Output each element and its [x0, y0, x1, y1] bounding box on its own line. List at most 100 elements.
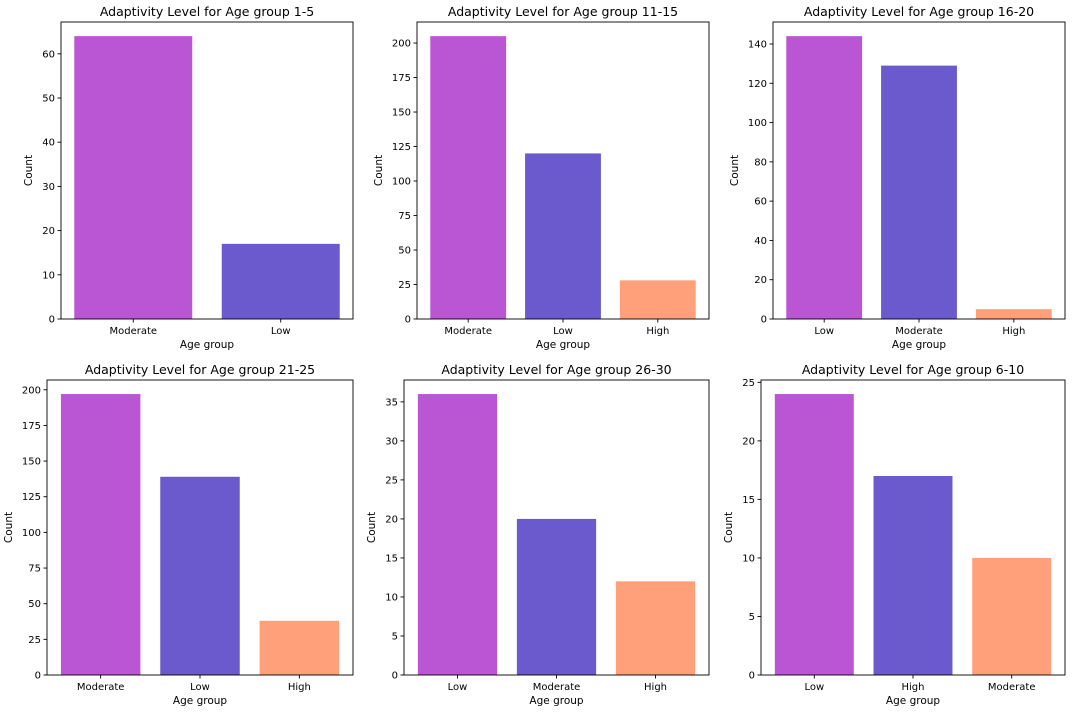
y-tick-label: 120 [748, 79, 767, 90]
x-axis-label: Age group [180, 339, 234, 351]
subplot-5: 0 5 10 15 20 25 30 35 Low Moderate High Adaptivity … [366, 362, 710, 707]
x-tick-label: High [902, 682, 925, 693]
subplot-title: Adaptivity Level for Age group 26-30 [441, 362, 671, 377]
subplot-title: Adaptivity Level for Age group 21-25 [85, 362, 315, 377]
y-tick-label: 100 [748, 118, 767, 129]
y-tick-label: 0 [49, 315, 55, 326]
x-tick-label: Moderate [77, 682, 125, 693]
bar-high [975, 309, 1052, 319]
bar-moderate [881, 65, 957, 319]
y-tick-label: 50 [28, 599, 41, 610]
bar-high [615, 581, 696, 675]
y-tick-label: 40 [42, 138, 55, 149]
x-tick-label: Moderate [533, 682, 581, 693]
y-tick-label: 125 [22, 492, 41, 503]
y-tick-label: 5 [392, 631, 398, 642]
bar-moderate [430, 36, 507, 320]
y-axis-label: Count [23, 155, 35, 186]
x-tick-label: High [644, 682, 667, 693]
bar-moderate [516, 518, 597, 675]
y-tick-label: 30 [385, 436, 398, 447]
x-tick-label: Low [448, 682, 468, 693]
y-axis-label: Count [366, 512, 378, 543]
x-tick-label: Low [271, 326, 291, 337]
x-tick-label: High [646, 326, 669, 337]
axes-frame [60, 21, 354, 320]
x-axis-label: Age group [536, 339, 590, 351]
y-tick-label: 60 [754, 197, 767, 208]
bar-low [525, 153, 601, 319]
y-tick-label: 125 [392, 142, 411, 153]
subplot-title: Adaptivity Level for Age group 16-20 [804, 4, 1034, 19]
y-tick-label: 175 [22, 421, 41, 432]
y-tick-label: 5 [749, 612, 755, 623]
x-tick-label: High [1002, 326, 1025, 337]
y-tick-label: 30 [42, 182, 55, 193]
y-axis-label: Count [723, 512, 735, 543]
bar-low [417, 394, 498, 675]
x-tick-label: Moderate [988, 682, 1036, 693]
y-tick-label: 10 [742, 553, 755, 564]
bar-low [221, 243, 340, 319]
y-tick-label: 50 [398, 246, 411, 257]
y-tick-label: 25 [385, 475, 398, 486]
subplot-1: 0 10 20 30 40 50 60 Moderate Low Adaptivity Level… [23, 4, 354, 351]
x-tick-label: Low [190, 682, 210, 693]
y-tick-label: 35 [385, 397, 398, 408]
x-axis-label: Age group [529, 695, 583, 707]
y-tick-label: 75 [398, 211, 411, 222]
y-tick-label: 0 [749, 671, 755, 682]
bar-high [259, 620, 340, 675]
y-tick-label: 20 [754, 275, 767, 286]
subplot-title: Adaptivity Level for Age group 6-10 [802, 362, 1024, 377]
bar-low [774, 394, 854, 675]
y-tick-label: 25 [28, 635, 41, 646]
bar-moderate [60, 394, 141, 675]
subplot-2: 0 25 50 75 100 125 150 175 200 Moderate Low High Ada… [373, 4, 710, 351]
y-tick-label: 100 [22, 528, 41, 539]
y-tick-label: 150 [392, 108, 411, 119]
y-tick-label: 10 [385, 592, 398, 603]
bar-low [786, 36, 863, 320]
subplot-4: 0 25 50 75 100 125 150 175 200 Moderate Low High Ada… [3, 362, 354, 707]
y-axis-label: Count [729, 155, 741, 186]
y-tick-label: 200 [22, 385, 41, 396]
x-tick-label: Low [804, 682, 824, 693]
x-tick-label: Moderate [895, 326, 943, 337]
x-axis-label: Age group [892, 339, 946, 351]
y-axis-label: Count [373, 155, 385, 186]
y-tick-label: 150 [22, 457, 41, 468]
y-tick-label: 100 [392, 177, 411, 188]
x-tick-label: Moderate [109, 326, 157, 337]
y-tick-label: 10 [42, 270, 55, 281]
y-tick-label: 75 [28, 564, 41, 575]
bar-high [873, 475, 953, 675]
bar-moderate [972, 557, 1052, 675]
bar-moderate [74, 36, 193, 320]
bar-high [619, 280, 696, 319]
x-tick-label: Low [814, 326, 834, 337]
x-tick-label: Low [553, 326, 573, 337]
y-tick-label: 20 [385, 514, 398, 525]
y-tick-label: 20 [42, 226, 55, 237]
subplot-title: Adaptivity Level for Age group 11-15 [448, 4, 678, 19]
x-axis-label: Age group [173, 695, 227, 707]
bar-low [160, 476, 240, 675]
y-tick-label: 20 [742, 436, 755, 447]
y-tick-label: 15 [385, 553, 398, 564]
y-tick-label: 175 [392, 73, 411, 84]
y-tick-label: 0 [392, 671, 398, 682]
y-tick-label: 40 [754, 236, 767, 247]
subplot-3: 0 20 40 60 80 100 120 140 Low Moderate High Adaptiv… [729, 4, 1066, 351]
y-tick-label: 0 [405, 315, 411, 326]
y-tick-label: 80 [754, 157, 767, 168]
x-axis-label: Age group [886, 695, 940, 707]
y-tick-label: 25 [742, 378, 755, 389]
y-tick-label: 50 [42, 94, 55, 105]
y-tick-label: 0 [761, 315, 767, 326]
x-tick-label: High [288, 682, 311, 693]
y-tick-label: 60 [42, 49, 55, 60]
y-tick-label: 140 [748, 40, 767, 51]
x-tick-label: Moderate [444, 326, 492, 337]
